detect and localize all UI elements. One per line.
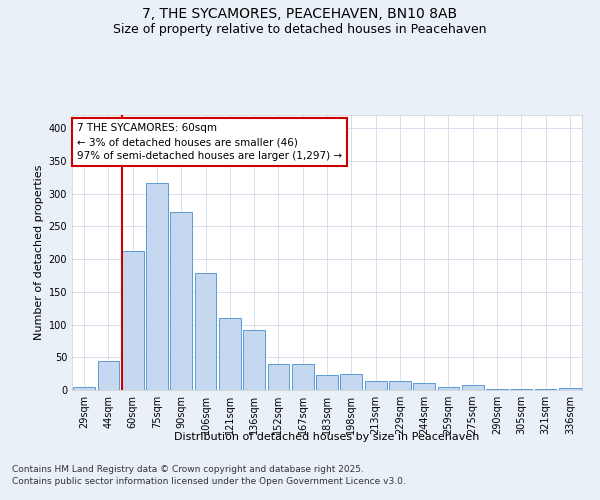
Bar: [243, 330, 265, 390]
Bar: [365, 381, 386, 390]
Bar: [194, 273, 217, 390]
Bar: [413, 384, 435, 390]
Bar: [559, 388, 581, 390]
Text: 7 THE SYCAMORES: 60sqm
← 3% of detached houses are smaller (46)
97% of semi-deta: 7 THE SYCAMORES: 60sqm ← 3% of detached …: [77, 123, 342, 161]
Bar: [146, 183, 168, 390]
Bar: [97, 361, 119, 390]
Text: Contains HM Land Registry data © Crown copyright and database right 2025.: Contains HM Land Registry data © Crown c…: [12, 465, 364, 474]
Bar: [316, 375, 338, 390]
Bar: [268, 364, 289, 390]
Y-axis label: Number of detached properties: Number of detached properties: [34, 165, 44, 340]
Bar: [437, 388, 460, 390]
Bar: [462, 386, 484, 390]
Bar: [73, 386, 95, 390]
Bar: [486, 388, 508, 390]
Bar: [292, 364, 314, 390]
Bar: [511, 388, 532, 390]
Text: Contains public sector information licensed under the Open Government Licence v3: Contains public sector information licen…: [12, 478, 406, 486]
Bar: [122, 250, 143, 390]
Bar: [389, 382, 411, 390]
Bar: [219, 318, 241, 390]
Bar: [170, 212, 192, 390]
Bar: [340, 374, 362, 390]
Text: Size of property relative to detached houses in Peacehaven: Size of property relative to detached ho…: [113, 22, 487, 36]
Text: Distribution of detached houses by size in Peacehaven: Distribution of detached houses by size …: [175, 432, 479, 442]
Text: 7, THE SYCAMORES, PEACEHAVEN, BN10 8AB: 7, THE SYCAMORES, PEACEHAVEN, BN10 8AB: [142, 8, 458, 22]
